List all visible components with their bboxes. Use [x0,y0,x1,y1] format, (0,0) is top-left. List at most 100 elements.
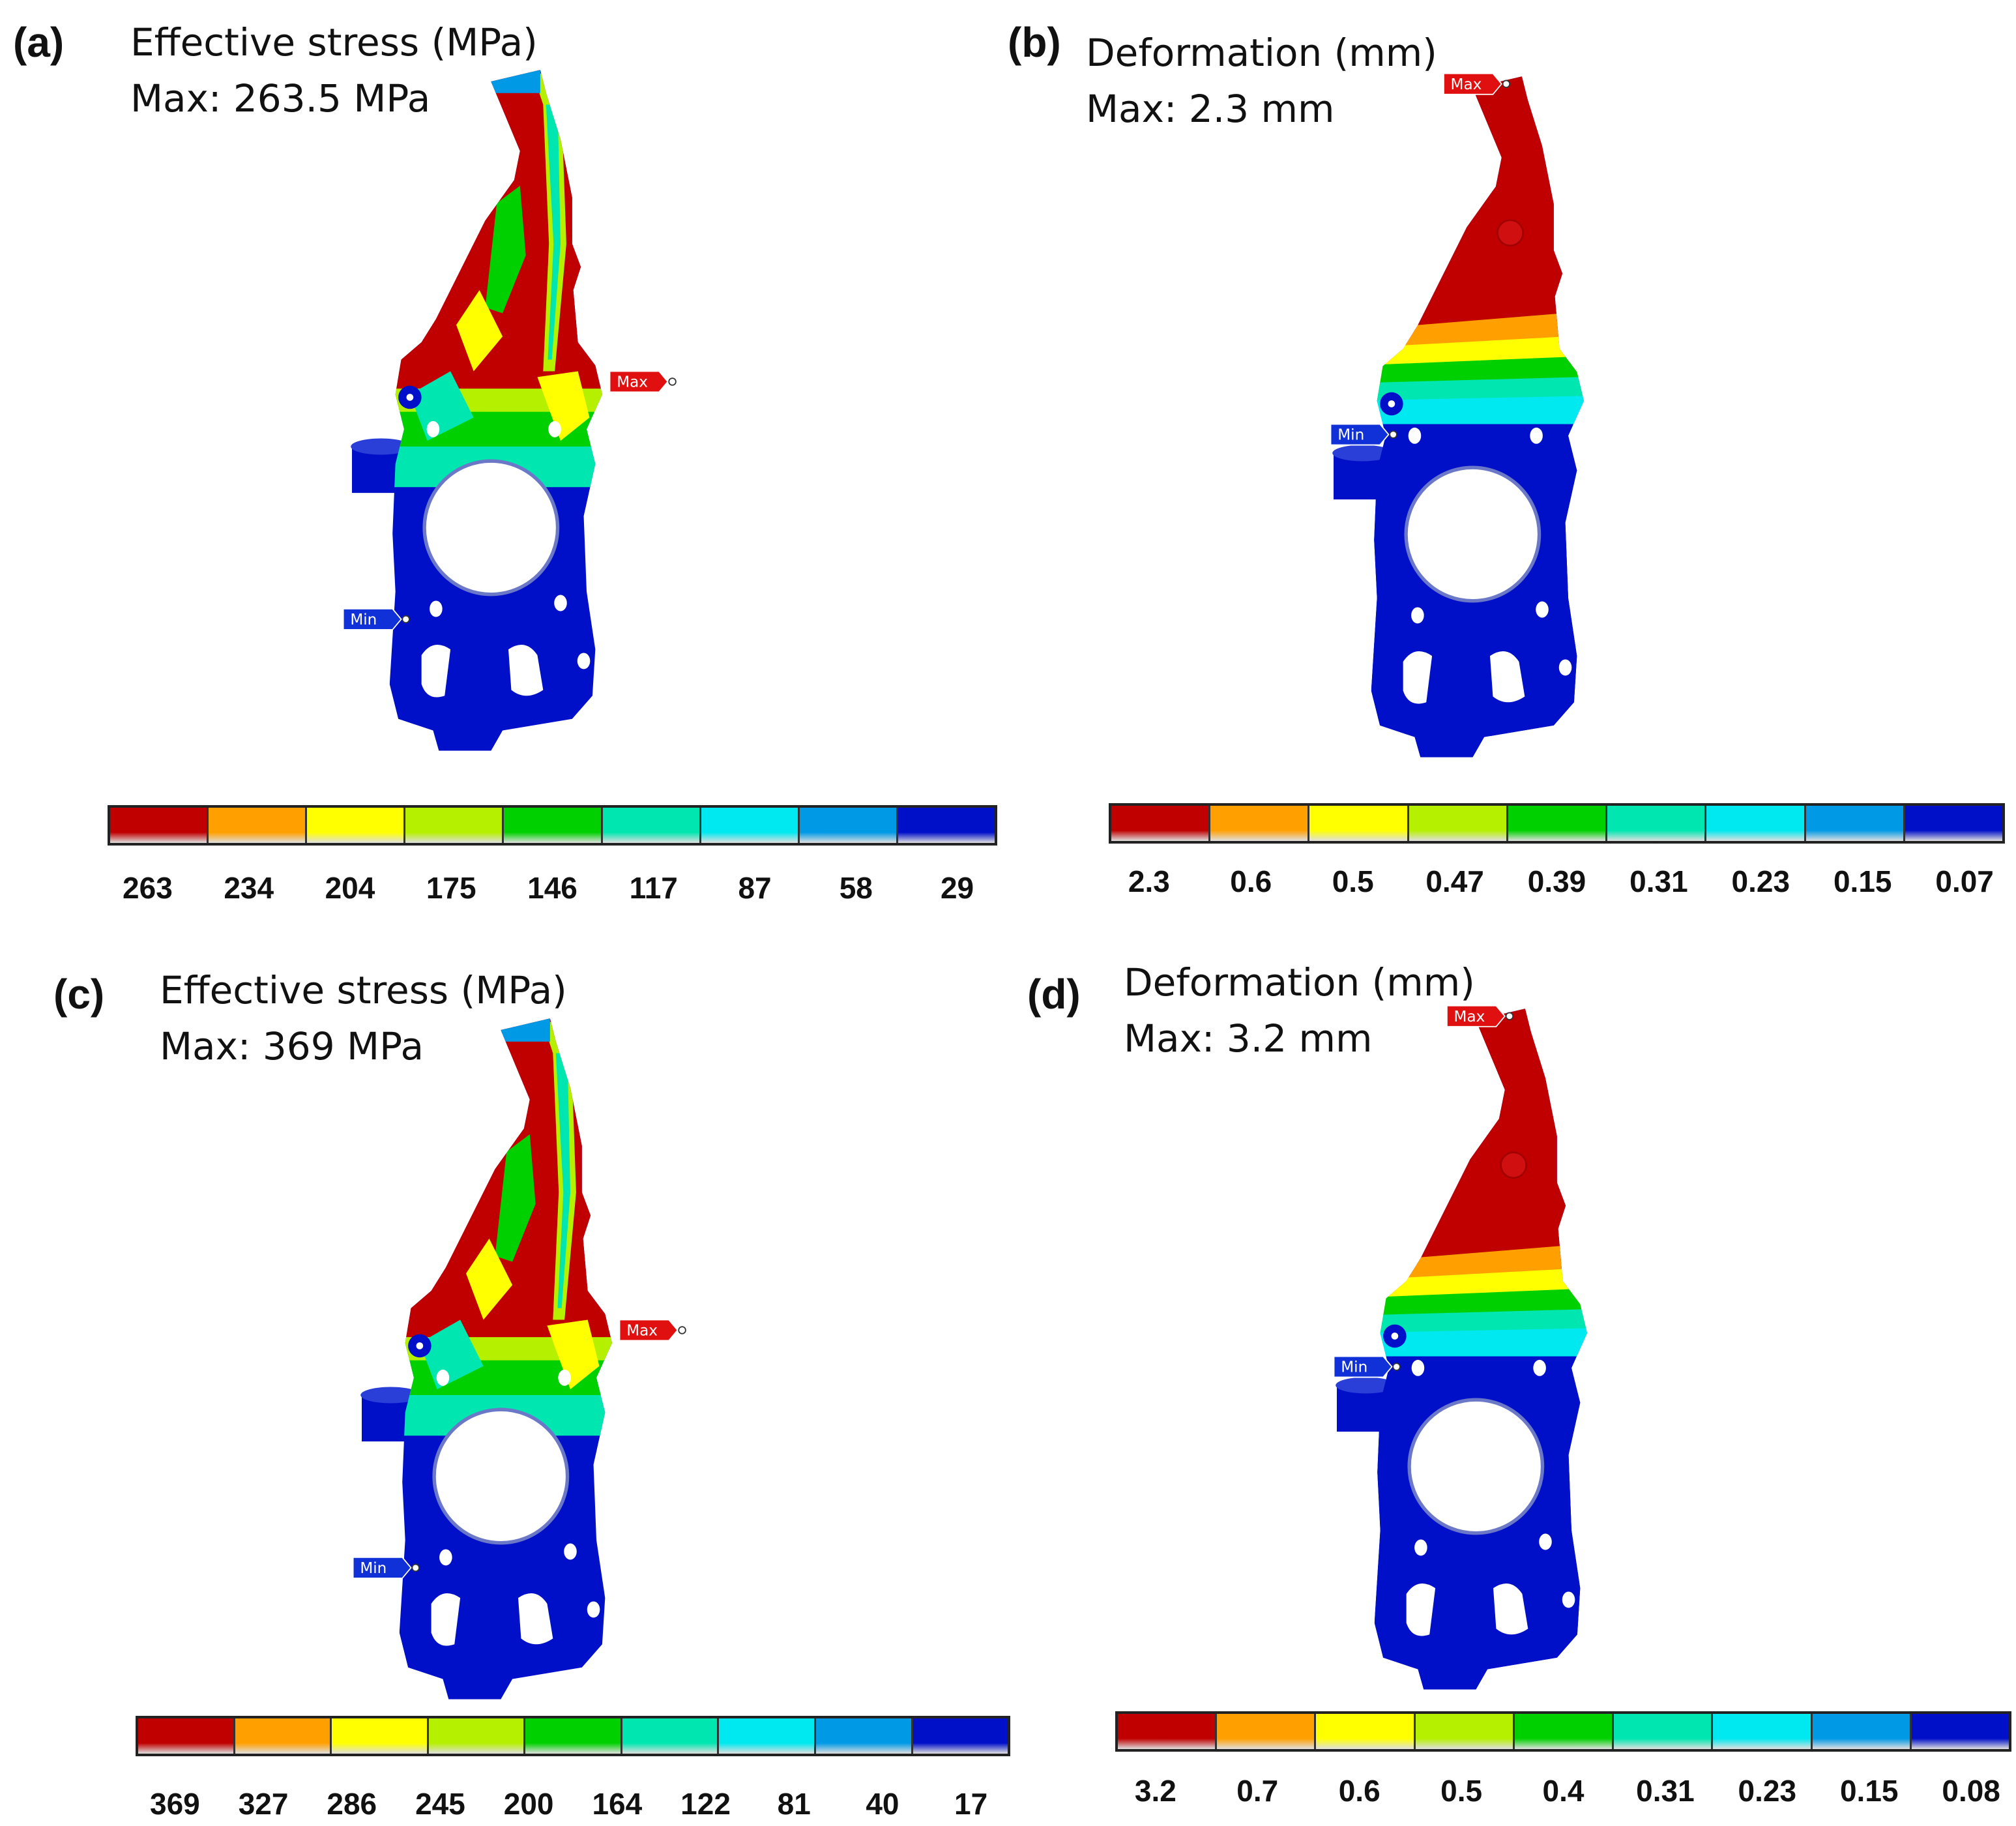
panel-b: (b) Deformation (mm) Max: 2.3 mm Max Min … [1008,0,2015,913]
bolt-hole [1558,659,1572,676]
steering-arm-top [360,1387,421,1404]
streak-yellow [466,1239,513,1320]
steering-arm-top [1332,445,1393,462]
legend-tick-label: 0.31 [1629,864,1688,898]
legend-tick-label: 146 [527,871,577,905]
legend-tick-label: 29 [940,871,974,905]
knuckle-svg: Max Min [1333,1005,1587,1690]
bolt-hole [587,1601,600,1618]
panel-b-label: (b) [1008,19,1061,66]
legend-swatch [428,1718,526,1754]
side-ear-hole [1391,1333,1399,1340]
side-ear-hole [416,1342,424,1349]
panel-c-max-value: Max: 369 MPa [160,1024,424,1068]
min-tag-label: Min [350,611,377,628]
legend-swatch [913,1718,1008,1754]
legend-tick-label: 0.15 [1839,1774,1899,1808]
streak-green [495,1134,536,1262]
streak-cyan [555,1053,570,1308]
legend-tick-label: 286 [327,1787,377,1821]
band-red [1374,1009,1587,1264]
min-tag-shape [1330,423,1390,446]
max-tag: Max [1446,1005,1514,1027]
knuckle-svg: Max Min [342,70,677,751]
steering-arm-top [351,438,411,455]
min-tag-shape [352,1557,412,1579]
legend-swatch [525,1718,622,1754]
legend-swatch [1118,1714,1218,1749]
bolt-hole [554,595,567,611]
lower-slot-left [1406,1583,1436,1636]
legend-tick-label: 327 [238,1787,289,1821]
legend-swatch [332,1718,429,1754]
legend-swatch [1713,1714,1813,1749]
legend-swatch [1210,806,1310,841]
side-ear-hole [1388,400,1395,407]
lower-slot-right [518,1593,553,1645]
panel-d-title-block: Deformation (mm) Max: 3.2 mm [1124,954,1475,1067]
panel-b-title-block: Deformation (mm) Max: 2.3 mm [1086,25,1437,137]
legend-swatch [1911,1714,2009,1749]
panel-d-title: Deformation (mm) [1124,960,1475,1005]
panel-a-knuckle-contour: Max Min [342,20,769,782]
min-tag-pin [1389,430,1397,439]
panel-c: (c) Effective stress (MPa) Max: 369 MPa … [0,913,1010,1825]
max-tag-label: Max [1454,1009,1485,1025]
min-tag: Min [342,608,410,630]
bolt-hole [430,600,443,617]
hub-right-yellow [547,1319,600,1390]
max-tag: Max [619,1319,686,1342]
hub-bore [1407,1398,1545,1535]
bolt-hole [1408,427,1422,444]
hub-bore [1404,465,1541,603]
panel-a-title: Effective stress (MPa) [130,20,538,65]
streak-cyan [546,104,561,360]
legend-swatch [307,808,406,843]
band-red [399,1018,612,1338]
streak-yellow [456,290,503,372]
max-tag-pin [668,377,677,386]
legend-swatch [1812,1714,1912,1749]
legend-swatch [1514,1714,1614,1749]
panel-b-knuckle-contour: Max Min [1330,26,1751,789]
legend-swatch [622,1718,720,1754]
side-ear-hole [406,394,414,401]
lower-slot-right [508,645,544,696]
legend-tick-label: 0.23 [1738,1774,1797,1808]
hub-left-cyan [419,1319,484,1390]
hub-bore [422,459,560,596]
legend-tick-label: 0.08 [1942,1774,2000,1808]
panel-c-legend-ticks: 369 327 286 245 200 164 122 81 40 17 [136,1786,1010,1825]
legend-swatch [799,808,898,843]
bolt-hole [558,1369,571,1386]
legend-swatch [504,808,603,843]
legend-swatch [1111,806,1211,841]
legend-tick-label: 0.47 [1425,864,1484,898]
legend-tick-label: 0.5 [1440,1774,1483,1808]
top-blue-patch [495,1018,550,1042]
panel-c-title: Effective stress (MPa) [160,968,567,1012]
legend-swatch [701,808,800,843]
legend-swatch [1316,1714,1416,1749]
hub-bore [432,1407,570,1545]
legend-tick-label: 200 [503,1787,554,1821]
legend-swatch [235,1718,332,1754]
streak-green [485,186,526,314]
legend-tick-label: 122 [680,1787,731,1821]
panel-b-max-value: Max: 2.3 mm [1086,87,1335,131]
min-tag-label: Min [1337,427,1364,444]
panel-a-color-legend [108,805,997,846]
min-tag-pin [402,615,410,624]
bolt-boss [1500,1151,1527,1179]
panel-d-max-value: Max: 3.2 mm [1124,1016,1373,1061]
panel-a-max-value: Max: 263.5 MPa [130,76,431,121]
band-cyan [1374,1324,1587,1365]
legend-swatch [1706,806,1806,841]
lower-slot-right [1493,1583,1528,1635]
legend-tick-label: 0.4 [1542,1774,1585,1808]
legend-swatch [1409,806,1508,841]
legend-swatch [209,808,308,843]
max-tag: Max [1443,72,1511,95]
legend-tick-label: 369 [150,1787,200,1821]
legend-swatch [110,808,209,843]
